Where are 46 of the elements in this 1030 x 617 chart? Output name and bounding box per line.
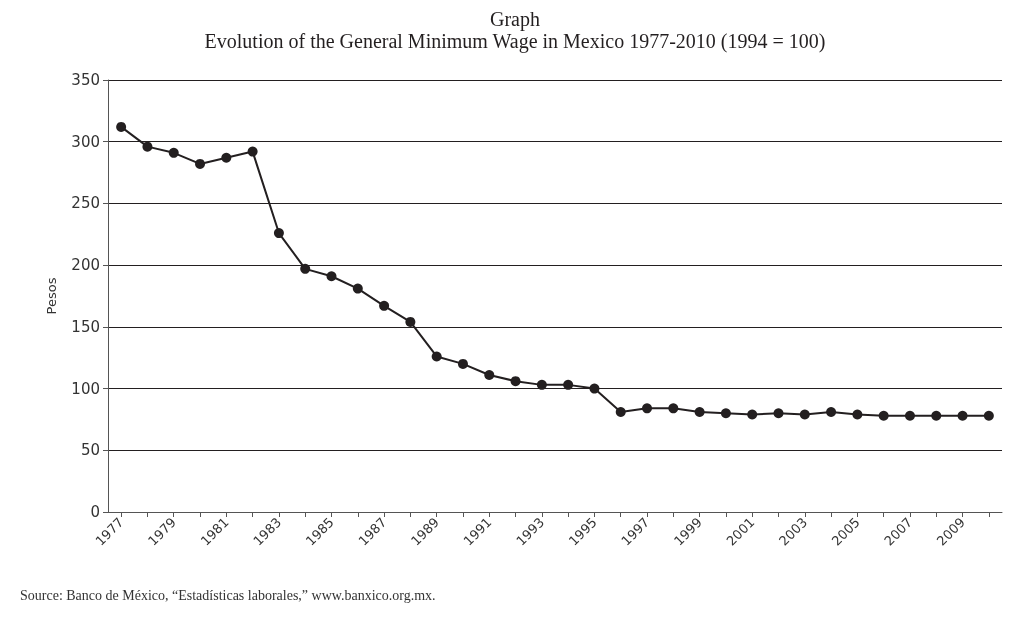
point [510, 376, 521, 387]
point [352, 283, 363, 294]
point [668, 403, 679, 414]
point [536, 379, 547, 390]
point [273, 228, 284, 239]
point [405, 316, 416, 327]
y-tick-label: 350 [71, 71, 100, 89]
point [563, 379, 574, 390]
chart-title: Graph [490, 8, 540, 31]
point [168, 147, 179, 158]
point [826, 407, 837, 418]
point [195, 158, 206, 169]
point [615, 407, 626, 418]
point [747, 409, 758, 420]
point [904, 410, 915, 421]
point [326, 271, 337, 282]
point [642, 403, 653, 414]
y-tick-label: 0 [90, 503, 100, 521]
point [247, 146, 258, 157]
point [457, 358, 468, 369]
y-tick-label: 150 [71, 317, 100, 336]
y-axis-title: Pesos [44, 277, 59, 315]
y-tick-label: 300 [71, 132, 100, 151]
point [931, 410, 942, 421]
chart-subtitle: Evolution of the General Minimum Wage in Mexico 1977-2010 (1994 = 100) [204, 30, 826, 53]
point [878, 410, 889, 421]
point [983, 410, 994, 421]
y-tick-label: 100 [71, 379, 100, 398]
point [142, 141, 153, 152]
point [773, 408, 784, 419]
point [484, 370, 495, 380]
y-tick-label: 50 [80, 441, 100, 460]
point [221, 152, 232, 163]
source-note: Source: Banco de México, “Estadísticas laborales,” www.banxico.org.mx. [20, 587, 436, 603]
point [589, 383, 600, 394]
point [431, 351, 442, 362]
y-tick-label: 250 [71, 194, 100, 213]
point [694, 407, 705, 418]
point [116, 121, 127, 132]
point [379, 300, 390, 311]
y-tick-label: 200 [71, 256, 100, 275]
point [720, 408, 731, 419]
point [852, 409, 863, 420]
point [957, 410, 968, 421]
point [300, 263, 311, 274]
point [799, 409, 810, 420]
